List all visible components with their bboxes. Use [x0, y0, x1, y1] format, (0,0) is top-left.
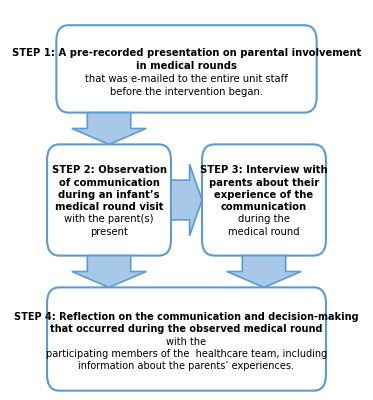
FancyBboxPatch shape — [47, 144, 171, 256]
Text: STEP 1: A pre-recorded presentation on parental involvement: STEP 1: A pre-recorded presentation on p… — [12, 48, 361, 58]
FancyBboxPatch shape — [47, 287, 326, 391]
Text: communication: communication — [221, 202, 307, 212]
Text: STEP 3: Interview with: STEP 3: Interview with — [200, 165, 328, 175]
Text: during the: during the — [238, 214, 290, 224]
Text: before the intervention began.: before the intervention began. — [110, 87, 263, 97]
Text: participating members of the  healthcare team, including: participating members of the healthcare … — [46, 349, 327, 359]
Text: that occurred during the observed medical round: that occurred during the observed medica… — [50, 324, 323, 334]
Polygon shape — [171, 164, 202, 236]
Text: during an infant’s: during an infant’s — [58, 190, 160, 200]
Text: in medical rounds: in medical rounds — [136, 61, 237, 71]
FancyBboxPatch shape — [56, 25, 317, 113]
Polygon shape — [72, 113, 146, 144]
Text: present: present — [90, 227, 128, 237]
FancyBboxPatch shape — [202, 144, 326, 256]
Polygon shape — [72, 256, 146, 287]
Text: with the: with the — [166, 337, 207, 347]
Text: information about the parents’ experiences.: information about the parents’ experienc… — [78, 362, 295, 372]
Text: medical round visit: medical round visit — [55, 202, 163, 212]
Text: that was e-mailed to the entire unit staff: that was e-mailed to the entire unit sta… — [85, 74, 288, 84]
Text: medical round: medical round — [228, 227, 300, 237]
Text: STEP 4: Reflection on the communication and decision-making: STEP 4: Reflection on the communication … — [14, 312, 359, 322]
Text: of communication: of communication — [59, 178, 159, 188]
Text: experience of the: experience of the — [214, 190, 314, 200]
Text: with the parent(s): with the parent(s) — [64, 214, 154, 224]
Text: STEP 2: Observation: STEP 2: Observation — [51, 165, 166, 175]
Text: parents about their: parents about their — [209, 178, 319, 188]
Polygon shape — [227, 256, 301, 287]
